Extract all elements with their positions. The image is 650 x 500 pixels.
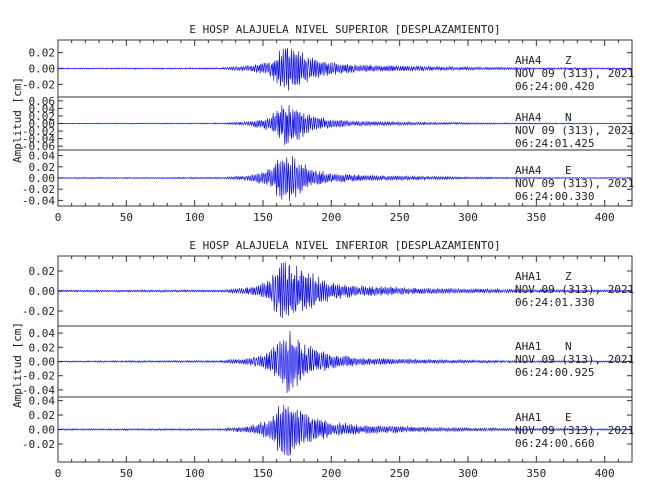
x-tick-label: 150 — [253, 467, 273, 480]
x-tick-label: 250 — [390, 467, 410, 480]
time-label: 06:24:01.425 — [515, 137, 594, 150]
y-tick-label: -0.04 — [22, 194, 55, 207]
x-tick-label: 300 — [458, 211, 478, 224]
upper-panel: 0 50 100 150 200 250 300 350 4000.020.00-0.02AHA… — [22, 39, 634, 224]
y-tick-label: 0.04 — [29, 150, 56, 163]
station-label: AHA4 — [515, 164, 542, 177]
x-tick-label: 0 — [55, 211, 62, 224]
component-label: Z — [565, 270, 572, 283]
x-tick-label: 400 — [595, 467, 615, 480]
y-tick-label: 0.00 — [29, 63, 56, 76]
component-label: E — [565, 164, 572, 177]
waveform-line — [57, 104, 632, 146]
date-label: NOV 09 (313), 2021 — [515, 67, 634, 80]
y-tick-label: -0.04 — [22, 133, 55, 146]
y-tick-label: 0.00 — [29, 356, 56, 369]
y-tick-label: -0.02 — [22, 370, 55, 383]
x-tick-label: 100 — [185, 211, 205, 224]
waveform-line — [57, 261, 632, 319]
x-tick-label: 0 — [55, 467, 62, 480]
time-label: 06:24:00.330 — [515, 190, 594, 203]
x-tick-label: 350 — [526, 467, 546, 480]
date-label: NOV 09 (313), 2021 — [515, 424, 634, 437]
y-tick-label: 0.02 — [29, 110, 56, 123]
waveform-line — [57, 155, 632, 202]
waveform-line — [57, 404, 632, 456]
y-tick-label: -0.02 — [22, 183, 55, 196]
y-tick-label: 0.04 — [29, 327, 56, 340]
y-tick-label: 0.04 — [29, 395, 56, 408]
component-label: N — [565, 111, 572, 124]
y-tick-label: 0.00 — [29, 118, 56, 131]
date-label: NOV 09 (313), 2021 — [515, 353, 634, 366]
x-tick-label: 150 — [253, 211, 273, 224]
component-label: Z — [565, 54, 572, 67]
y-tick-label: 0.04 — [29, 102, 56, 115]
y-tick-label: -0.06 — [22, 140, 55, 153]
waveform-line — [57, 330, 632, 393]
x-tick-label: 200 — [321, 467, 341, 480]
time-label: 06:24:00.420 — [515, 80, 594, 93]
x-tick-label: 300 — [458, 467, 478, 480]
x-tick-label: 250 — [390, 211, 410, 224]
waveform-line — [57, 48, 632, 91]
y-tick-label: 0.02 — [29, 265, 56, 278]
trace-aha4-n: 0.060.040.020.00-0.02-0.04-0.06 AHA4 NNOV … — [22, 95, 634, 153]
time-label: 06:24:01.330 — [515, 296, 594, 309]
lower-panel: 0 50 100 150 200 250 300 350 4000.020.00-0.02AHA… — [22, 255, 634, 480]
x-tick-label: 50 — [120, 467, 133, 480]
station-label: AHA1 — [515, 411, 542, 424]
time-label: 06:24:00.925 — [515, 366, 594, 379]
time-label: 06:24:00.660 — [515, 437, 594, 450]
x-tick-label: 350 — [526, 211, 546, 224]
date-label: NOV 09 (313), 2021 — [515, 124, 634, 137]
date-label: NOV 09 (313), 2021 — [515, 177, 634, 190]
date-label: NOV 09 (313), 2021 — [515, 283, 634, 296]
y-tick-label: 0.00 — [29, 172, 56, 185]
y-tick-label: -0.02 — [22, 78, 55, 91]
y-tick-label: -0.02 — [22, 125, 55, 138]
component-label: N — [565, 340, 572, 353]
y-tick-label: -0.02 — [22, 438, 55, 451]
station-label: AHA1 — [515, 340, 542, 353]
y-tick-label: 0.06 — [29, 95, 56, 108]
y-tick-label: 0.00 — [29, 424, 56, 437]
y-tick-label: -0.04 — [22, 384, 55, 397]
y-tick-label: 0.00 — [29, 285, 56, 298]
upper-panel-ylabel: Amplitud [cm] — [11, 77, 24, 163]
x-tick-label: 50 — [120, 211, 133, 224]
component-label: E — [565, 411, 572, 424]
x-tick-label: 400 — [595, 211, 615, 224]
x-tick-label: 100 — [185, 467, 205, 480]
y-tick-label: 0.02 — [29, 161, 56, 174]
y-tick-label: 0.02 — [29, 409, 56, 422]
x-tick-label: 200 — [321, 211, 341, 224]
upper-panel-title: E HOSP ALAJUELA NIVEL SUPERIOR [DESPLAZA… — [189, 23, 500, 36]
lower-panel-ylabel: Amplitud [cm] — [11, 322, 24, 408]
y-tick-label: -0.02 — [22, 305, 55, 318]
station-label: AHA4 — [515, 111, 542, 124]
station-label: AHA1 — [515, 270, 542, 283]
station-label: AHA4 — [515, 54, 542, 67]
lower-panel-title: E HOSP ALAJUELA NIVEL INFERIOR [DESPLAZA… — [189, 239, 500, 252]
y-tick-label: 0.02 — [29, 341, 56, 354]
y-tick-label: 0.02 — [29, 47, 56, 60]
